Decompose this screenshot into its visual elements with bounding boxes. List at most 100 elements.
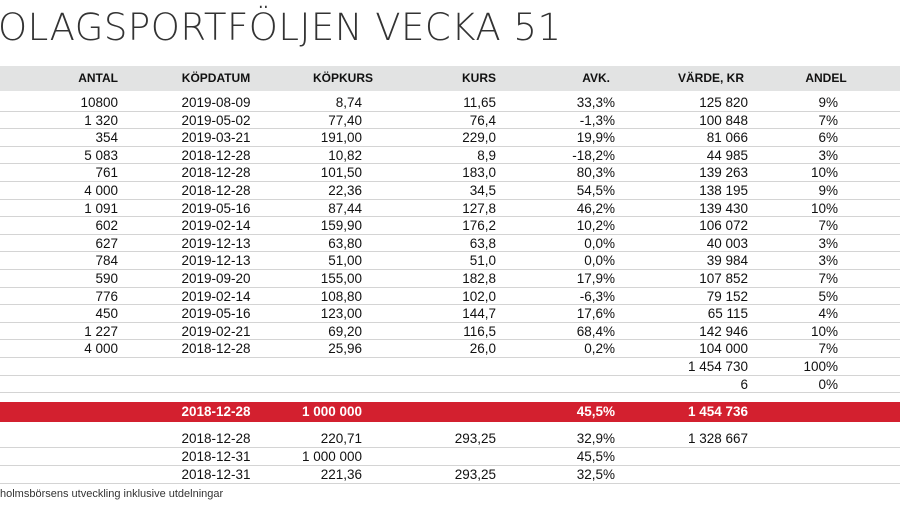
row-divider (0, 357, 900, 358)
cell-antal: 10800 (80, 95, 118, 110)
cell-andel: 9% (818, 183, 838, 198)
cell-kurs: 229,0 (462, 130, 496, 145)
column-header-avk: AVK. (582, 71, 610, 85)
cell-antal: 761 (95, 165, 118, 180)
bottom-cell-kurs: 293,25 (454, 431, 496, 446)
cell-kopdatum: 2018-12-28 (181, 341, 251, 356)
cell-varde: 100 848 (699, 113, 748, 128)
cell-kurs: 183,0 (462, 165, 496, 180)
cell-antal: 1 320 (84, 113, 118, 128)
cell-andel: 10% (810, 165, 838, 180)
cell-kurs: 176,2 (462, 218, 496, 233)
cell-kurs: 127,8 (462, 201, 496, 216)
cell-varde: 81 066 (706, 130, 748, 145)
cell-kopkurs: 155,00 (320, 271, 362, 286)
column-header-kopkurs: KÖPKURS (312, 71, 373, 85)
row-divider (0, 269, 900, 270)
cell-kopkurs: 123,00 (320, 306, 362, 321)
total-cell-kopkurs: 1 000 000 (301, 404, 362, 419)
cell-varde: 142 946 (699, 324, 748, 339)
cell-antal: 5 083 (84, 148, 118, 163)
cell-avk: -18,2% (572, 148, 615, 163)
cell-andel: 10% (810, 201, 838, 216)
cell-avk: 19,9% (576, 130, 615, 145)
cell-antal: 590 (95, 271, 118, 286)
footnote: holmsbörsens utveckling inklusive utdeln… (0, 488, 224, 500)
cell-kopkurs: 51,00 (328, 253, 362, 268)
column-header-kurs: KURS (461, 71, 496, 85)
cell-antal: 602 (95, 218, 118, 233)
row-divider (0, 163, 900, 164)
cell-antal: 1 091 (84, 201, 118, 216)
total-cell-avk: 45,5% (576, 404, 615, 419)
cell-antal: 784 (95, 253, 118, 268)
cell-kopkurs: 101,50 (320, 165, 362, 180)
total-cell-varde: 1 454 736 (687, 404, 748, 419)
cell-kopkurs: 108,80 (320, 289, 362, 304)
cell-kurs: 11,65 (463, 95, 496, 110)
cell-varde: 65 115 (707, 306, 748, 321)
cell-kopdatum: 2019-03-21 (181, 130, 251, 145)
cell-varde: 79 152 (706, 289, 748, 304)
cell-kopdatum: 2019-05-02 (181, 113, 251, 128)
cell-kopkurs: 63,80 (328, 236, 362, 251)
cell-varde: 139 263 (699, 165, 748, 180)
cell-varde: 106 072 (699, 218, 748, 233)
cell-kopdatum: 2018-12-28 (181, 183, 251, 198)
cell-kopkurs: 25,96 (328, 341, 362, 356)
cell-kurs: 26,0 (469, 341, 496, 356)
cell-kopkurs: 191,00 (320, 130, 362, 145)
cell-kurs: 63,8 (469, 236, 496, 251)
cell-antal: 4 000 (84, 341, 118, 356)
cell-andel: 7% (818, 341, 838, 356)
bottom-cell-varde: 1 328 667 (687, 431, 748, 446)
cell-kopkurs: 69,20 (328, 324, 362, 339)
cell-avk: 17,9% (576, 271, 615, 286)
cell-andel: 7% (818, 271, 838, 286)
cell-kopdatum: 2019-02-14 (181, 218, 251, 233)
cell-varde: 107 852 (699, 271, 748, 286)
bottom-cell-kurs: 293,25 (454, 467, 496, 482)
bottom-cell-kopdatum: 2018-12-31 (181, 467, 251, 482)
cell-varde: 104 000 (699, 341, 748, 356)
row-divider (0, 322, 900, 323)
cell-kopdatum: 2019-12-13 (181, 253, 251, 268)
row-divider (0, 304, 900, 305)
row-divider (0, 392, 900, 393)
row-divider (0, 181, 900, 182)
cell-andel: 5% (818, 289, 838, 304)
cell-avk: -1,3% (579, 113, 615, 128)
cell-kurs: 116,5 (463, 324, 496, 339)
cell-andel: 9% (818, 95, 838, 110)
cell-varde: 44 985 (706, 148, 748, 163)
cell-andel: 4% (818, 306, 838, 321)
row-divider (0, 287, 900, 288)
page-title: OLAGSPORTFÖLJEN VECKA 51 (0, 6, 562, 49)
cell-andel: 7% (818, 113, 838, 128)
cell-kurs: 144,7 (462, 306, 496, 321)
cell-kopdatum: 2018-12-28 (181, 148, 251, 163)
cell-varde: 125 820 (699, 95, 748, 110)
row-divider (0, 111, 900, 112)
cell-avk: 33,3% (576, 95, 615, 110)
cell-antal: 1 227 (84, 324, 118, 339)
bottom-cell-avk: 45,5% (576, 449, 615, 464)
cell-varde: 1 454 730 (687, 359, 748, 374)
cell-kurs: 51,0 (469, 253, 496, 268)
bottom-cell-kopkurs: 221,36 (320, 467, 362, 482)
cell-andel: 0% (818, 377, 838, 392)
row-divider (0, 234, 900, 235)
cell-antal: 776 (95, 289, 118, 304)
bottom-cell-avk: 32,9% (576, 431, 615, 446)
cell-andel: 7% (818, 218, 838, 233)
row-divider (0, 128, 900, 129)
cell-kopkurs: 10,82 (328, 148, 362, 163)
cell-avk: -6,3% (579, 289, 615, 304)
cell-kurs: 8,9 (477, 148, 496, 163)
column-header-kopdatum: KÖPDATUM (181, 71, 251, 85)
cell-avk: 46,2% (576, 201, 615, 216)
cell-antal: 4 000 (84, 183, 118, 198)
cell-kopkurs: 87,44 (328, 201, 362, 216)
total-cell-kopdatum: 2018-12-28 (181, 404, 251, 419)
cell-kurs: 76,4 (469, 113, 496, 128)
